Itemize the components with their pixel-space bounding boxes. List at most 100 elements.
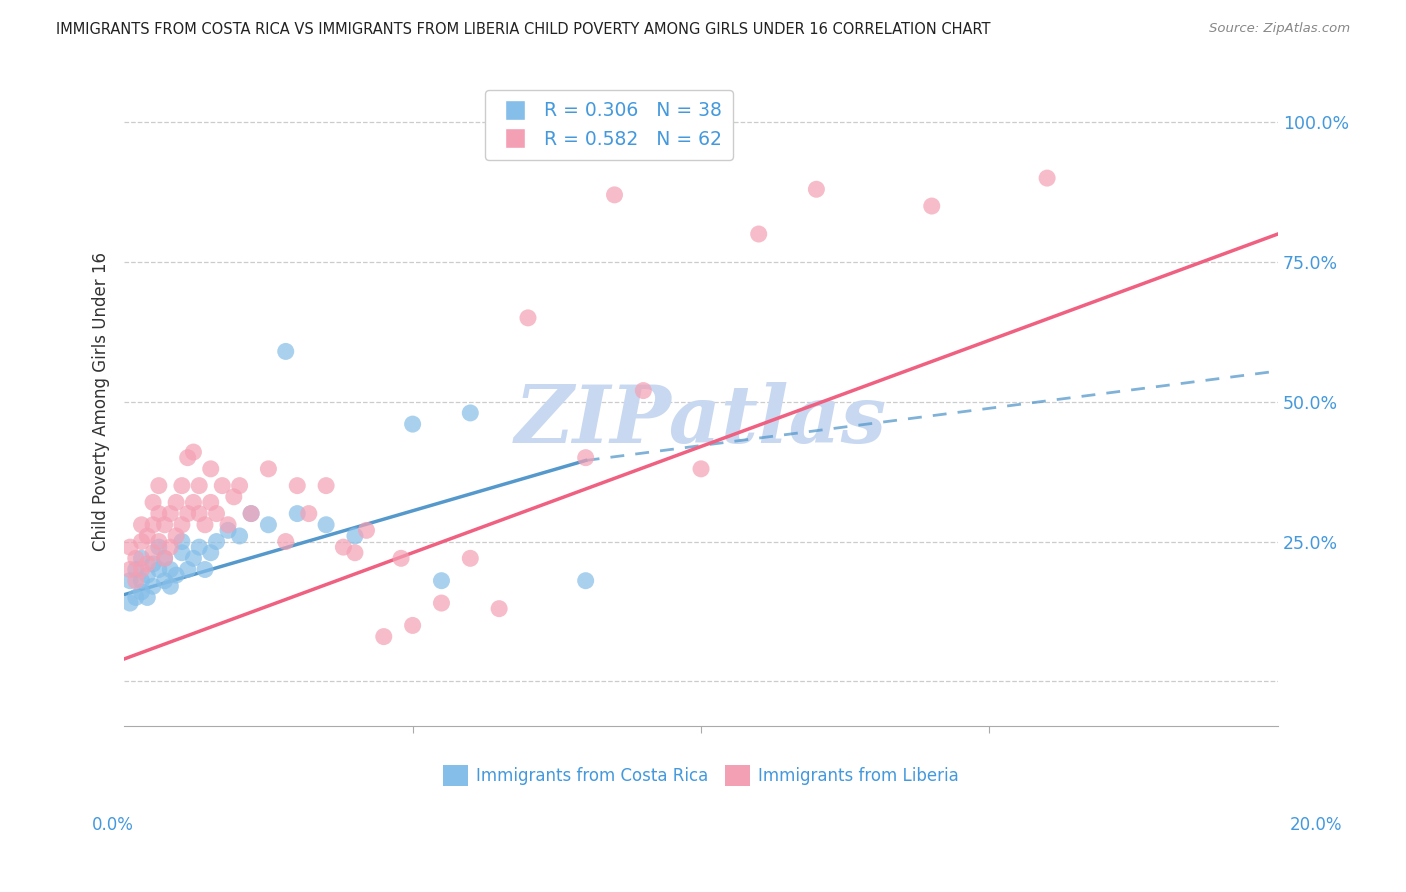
Point xyxy=(690,462,713,476)
Point xyxy=(389,551,412,566)
Text: Source: ZipAtlas.com: Source: ZipAtlas.com xyxy=(1209,22,1350,36)
Point xyxy=(274,534,297,549)
Point xyxy=(176,507,198,521)
Point xyxy=(148,478,170,492)
Point xyxy=(159,562,181,576)
Point xyxy=(153,551,176,566)
Point xyxy=(118,574,141,588)
Point xyxy=(165,529,187,543)
Point xyxy=(136,591,159,605)
Point xyxy=(240,507,263,521)
Point xyxy=(148,507,170,521)
Text: 0.0%: 0.0% xyxy=(91,816,134,834)
Text: IMMIGRANTS FROM COSTA RICA VS IMMIGRANTS FROM LIBERIA CHILD POVERTY AMONG GIRLS : IMMIGRANTS FROM COSTA RICA VS IMMIGRANTS… xyxy=(56,22,991,37)
Point xyxy=(274,344,297,359)
Point xyxy=(183,495,205,509)
Point xyxy=(488,601,510,615)
Point xyxy=(211,478,233,492)
Point xyxy=(118,562,141,576)
Point xyxy=(430,574,453,588)
Point xyxy=(125,551,148,566)
Point xyxy=(517,310,540,325)
Point xyxy=(165,495,187,509)
Point xyxy=(188,507,211,521)
Point xyxy=(205,507,228,521)
Point xyxy=(373,630,395,644)
Point xyxy=(228,478,250,492)
Point xyxy=(356,524,378,538)
Text: 20.0%: 20.0% xyxy=(1291,816,1343,834)
Point xyxy=(131,574,153,588)
Point xyxy=(575,450,598,465)
Point xyxy=(176,450,198,465)
Point xyxy=(136,557,159,571)
Point xyxy=(257,517,280,532)
Point xyxy=(228,529,250,543)
Point xyxy=(125,591,148,605)
Point xyxy=(343,546,366,560)
Point xyxy=(298,507,321,521)
Point xyxy=(148,534,170,549)
Point xyxy=(148,540,170,554)
Point xyxy=(153,551,176,566)
Y-axis label: Child Poverty Among Girls Under 16: Child Poverty Among Girls Under 16 xyxy=(93,252,110,551)
Point xyxy=(142,495,165,509)
Point xyxy=(170,517,193,532)
Point xyxy=(170,478,193,492)
Point xyxy=(131,517,153,532)
Point xyxy=(401,618,423,632)
Point xyxy=(458,551,481,566)
Point xyxy=(170,534,193,549)
Point xyxy=(142,579,165,593)
Point xyxy=(401,417,423,431)
Point xyxy=(159,540,181,554)
Point xyxy=(153,574,176,588)
Point xyxy=(430,596,453,610)
Point xyxy=(131,562,153,576)
Point xyxy=(217,524,239,538)
Point xyxy=(332,540,354,554)
Point xyxy=(633,384,655,398)
Point xyxy=(153,517,176,532)
Point xyxy=(142,517,165,532)
Legend: Immigrants from Costa Rica, Immigrants from Liberia: Immigrants from Costa Rica, Immigrants f… xyxy=(436,759,966,792)
Point xyxy=(240,507,263,521)
Point xyxy=(285,478,308,492)
Point xyxy=(343,529,366,543)
Point xyxy=(118,596,141,610)
Point xyxy=(183,445,205,459)
Point xyxy=(125,574,148,588)
Point xyxy=(217,517,239,532)
Point xyxy=(125,562,148,576)
Point xyxy=(285,507,308,521)
Point xyxy=(176,562,198,576)
Point xyxy=(194,562,217,576)
Point xyxy=(257,462,280,476)
Point xyxy=(131,585,153,599)
Point xyxy=(748,227,770,241)
Point xyxy=(159,507,181,521)
Point xyxy=(575,574,598,588)
Point xyxy=(1036,171,1059,186)
Point xyxy=(131,551,153,566)
Point xyxy=(315,517,337,532)
Point xyxy=(131,534,153,549)
Point xyxy=(603,187,626,202)
Point xyxy=(315,478,337,492)
Point xyxy=(458,406,481,420)
Text: ZIPatlas: ZIPatlas xyxy=(515,383,887,460)
Point xyxy=(136,529,159,543)
Point xyxy=(183,551,205,566)
Point xyxy=(118,540,141,554)
Point xyxy=(205,534,228,549)
Point xyxy=(159,579,181,593)
Point xyxy=(142,557,165,571)
Point xyxy=(188,478,211,492)
Point xyxy=(188,540,211,554)
Point xyxy=(142,546,165,560)
Point xyxy=(194,517,217,532)
Point xyxy=(136,568,159,582)
Point xyxy=(806,182,828,196)
Point xyxy=(546,115,568,129)
Point xyxy=(148,562,170,576)
